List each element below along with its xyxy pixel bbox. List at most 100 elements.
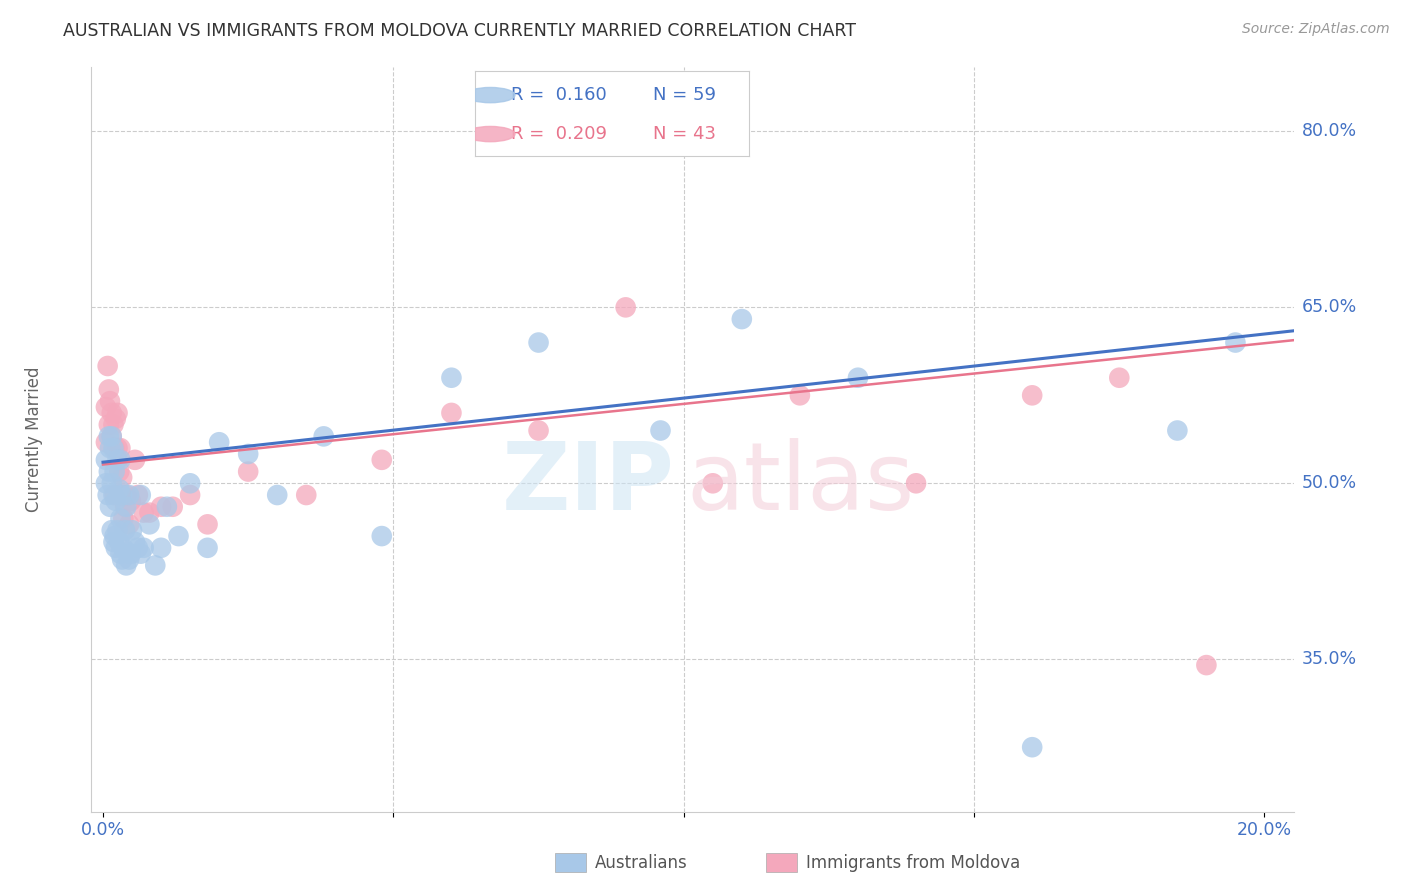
Point: [103, 535, 125, 549]
Point: [104, 465, 127, 479]
Point: [104, 529, 127, 543]
Point: [371, 529, 394, 543]
Point: [94, 435, 117, 450]
Point: [114, 523, 136, 537]
Text: Currently Married: Currently Married: [25, 367, 42, 512]
Point: [179, 476, 201, 491]
Point: [1166, 424, 1188, 438]
Point: [94, 453, 117, 467]
Point: [208, 435, 231, 450]
Point: [371, 453, 394, 467]
Text: 80.0%: 80.0%: [1302, 122, 1357, 140]
Point: [104, 441, 127, 455]
Point: [97, 417, 120, 432]
Point: [118, 517, 141, 532]
Point: [110, 511, 132, 525]
Point: [197, 517, 219, 532]
Point: [97, 383, 120, 397]
Point: [789, 388, 811, 402]
Point: [94, 400, 117, 414]
Point: [97, 465, 120, 479]
Point: [112, 511, 135, 525]
Point: [120, 547, 142, 561]
Point: [103, 441, 125, 455]
Point: [150, 541, 173, 555]
Point: [127, 488, 149, 502]
Point: [100, 406, 122, 420]
Point: [100, 476, 122, 491]
Point: [614, 301, 637, 315]
Text: R =  0.209: R = 0.209: [510, 125, 607, 143]
Point: [1021, 740, 1043, 755]
Point: [103, 488, 125, 502]
Point: [440, 370, 463, 384]
Point: [94, 476, 117, 491]
Point: [114, 500, 136, 514]
Point: [1021, 388, 1043, 402]
Point: [143, 558, 166, 573]
Point: [1195, 658, 1218, 673]
Point: [112, 541, 135, 555]
Text: Source: ZipAtlas.com: Source: ZipAtlas.com: [1241, 22, 1389, 37]
Point: [731, 312, 754, 326]
Point: [100, 523, 122, 537]
Point: [197, 541, 219, 555]
Point: [104, 494, 127, 508]
Text: 35.0%: 35.0%: [1302, 650, 1357, 668]
Point: [127, 541, 149, 555]
Text: N = 43: N = 43: [654, 125, 717, 143]
Point: [150, 500, 173, 514]
Point: [97, 429, 120, 443]
Point: [98, 394, 121, 409]
Point: [110, 488, 132, 502]
Point: [266, 488, 288, 502]
Point: [440, 406, 463, 420]
Point: [108, 465, 131, 479]
Text: 65.0%: 65.0%: [1302, 298, 1357, 317]
Point: [295, 488, 318, 502]
Point: [124, 453, 146, 467]
Circle shape: [465, 127, 515, 142]
Point: [118, 488, 141, 502]
Point: [162, 500, 184, 514]
Point: [110, 441, 132, 455]
Point: [846, 370, 869, 384]
Point: [238, 465, 260, 479]
Point: [702, 476, 724, 491]
Point: [527, 424, 550, 438]
Point: [905, 476, 928, 491]
Point: [115, 558, 138, 573]
Point: [179, 488, 201, 502]
Text: Australians: Australians: [595, 854, 688, 871]
Point: [118, 552, 141, 566]
Point: [1108, 370, 1130, 384]
Point: [110, 547, 132, 561]
Point: [108, 535, 131, 549]
Point: [100, 429, 122, 443]
Point: [124, 535, 146, 549]
Point: [111, 488, 134, 502]
Text: 50.0%: 50.0%: [1302, 475, 1357, 492]
Point: [98, 441, 121, 455]
Point: [156, 500, 179, 514]
Point: [121, 523, 143, 537]
Text: Immigrants from Moldova: Immigrants from Moldova: [806, 854, 1019, 871]
Text: atlas: atlas: [686, 438, 915, 530]
Point: [107, 523, 129, 537]
Point: [650, 424, 672, 438]
Point: [97, 488, 120, 502]
Text: ZIP: ZIP: [502, 438, 675, 530]
Point: [132, 541, 155, 555]
Point: [129, 547, 152, 561]
Point: [129, 488, 152, 502]
Point: [120, 494, 142, 508]
Point: [115, 500, 138, 514]
Point: [110, 453, 132, 467]
Point: [107, 441, 129, 455]
Point: [527, 335, 550, 350]
Circle shape: [465, 87, 515, 103]
Point: [115, 488, 138, 502]
Point: [100, 429, 122, 443]
Point: [104, 411, 127, 425]
Point: [107, 453, 129, 467]
